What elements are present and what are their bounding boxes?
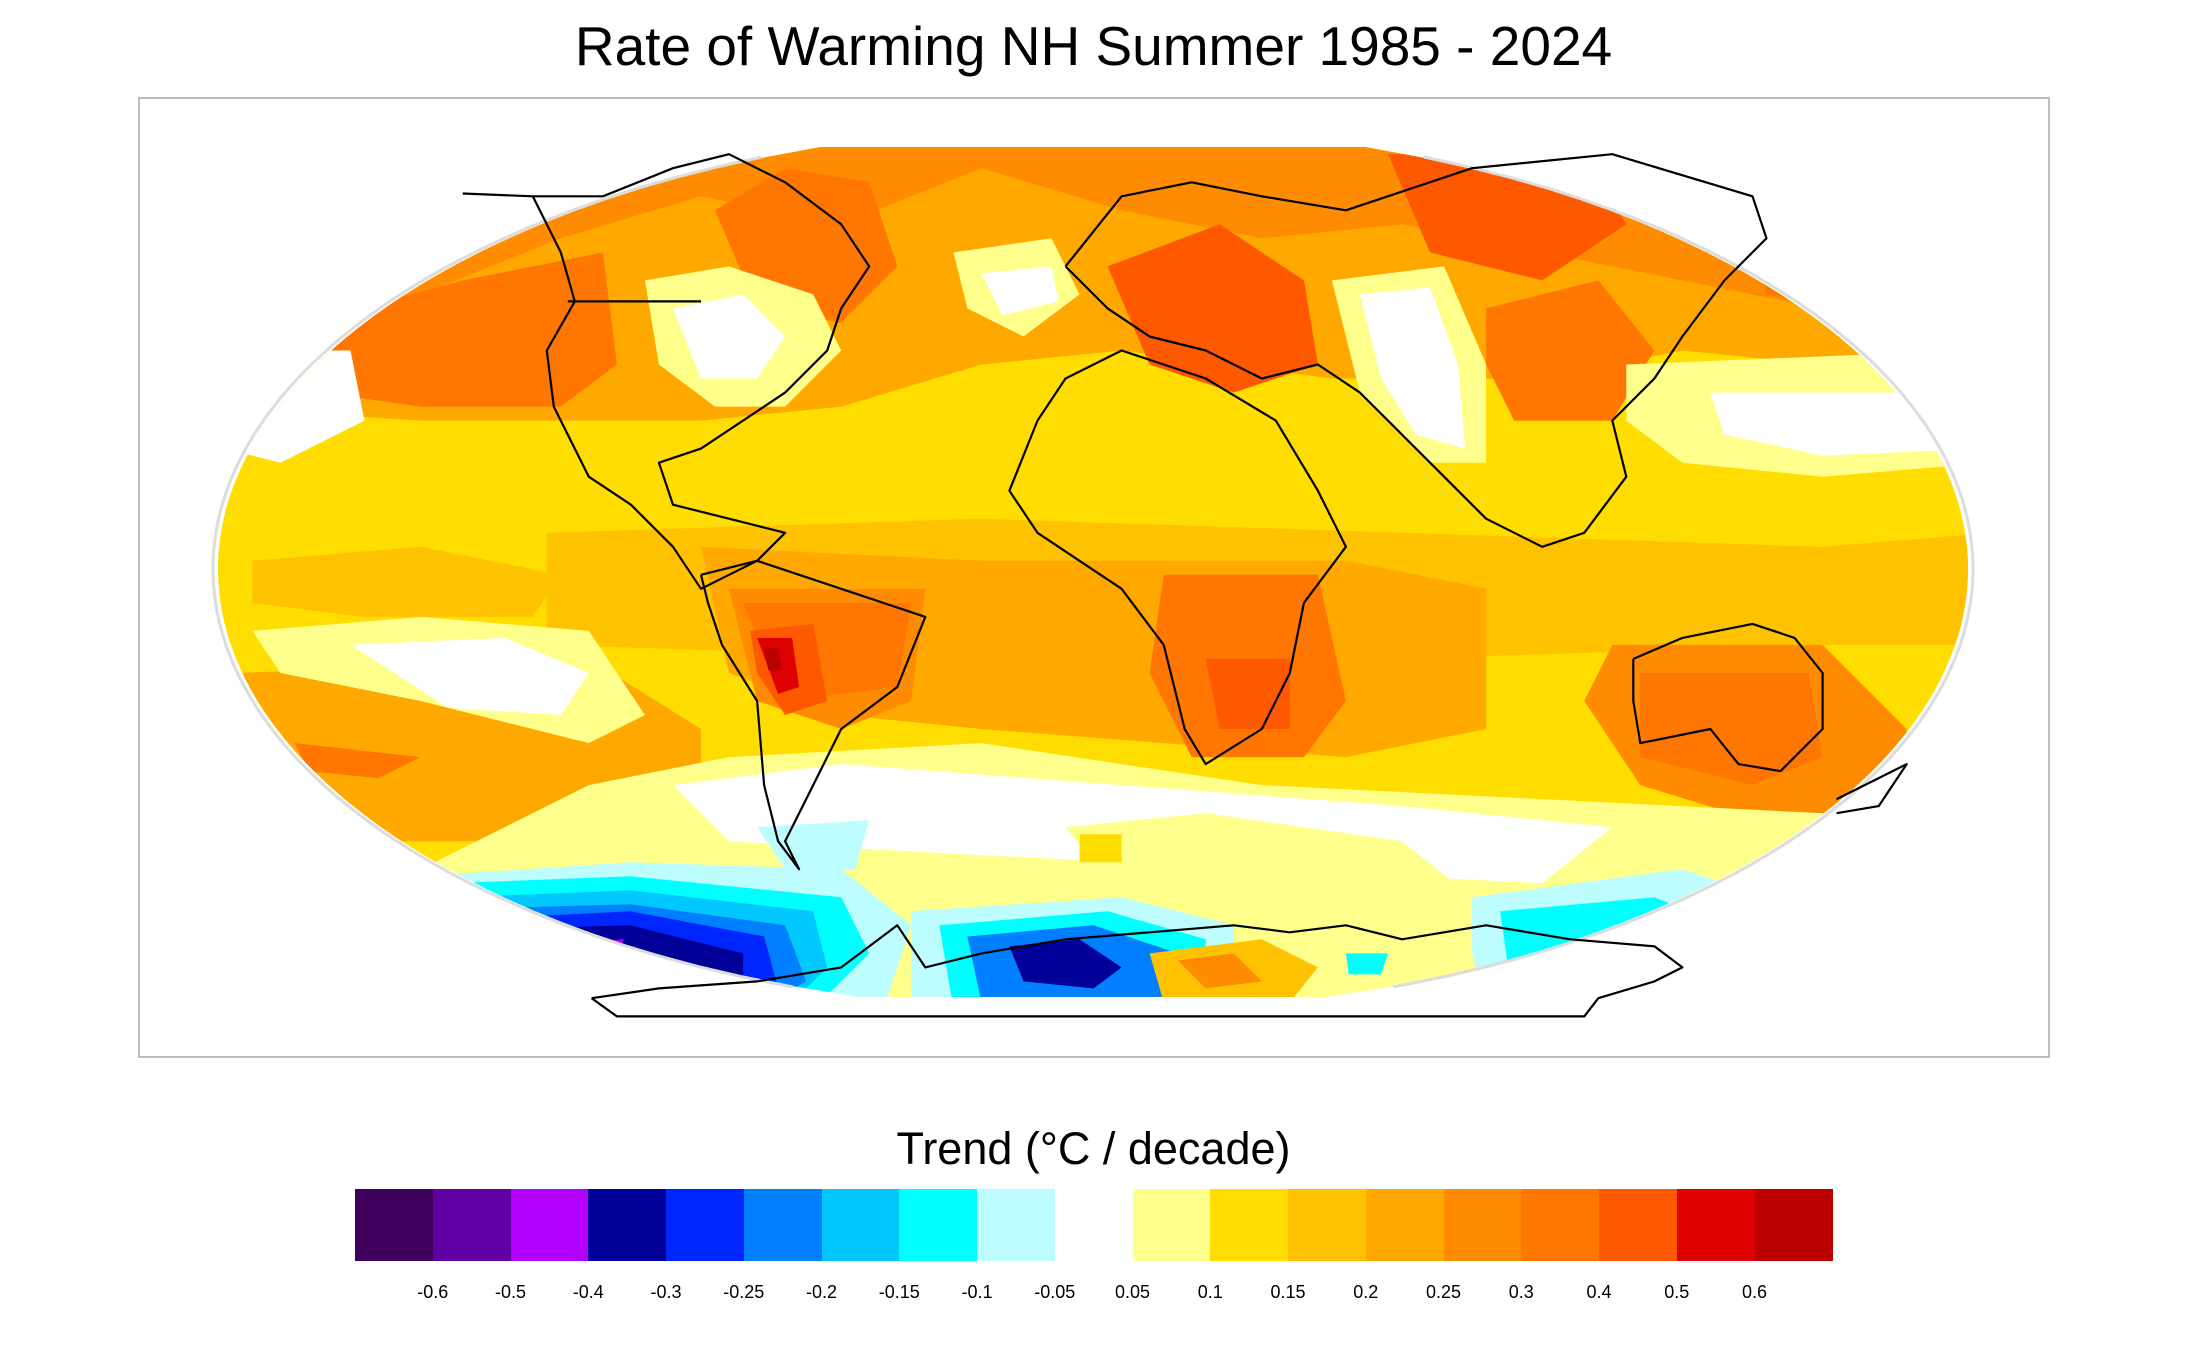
pacific-0.15 bbox=[252, 546, 561, 617]
colorbar-swatch bbox=[743, 1189, 823, 1261]
colorbar bbox=[355, 1189, 1833, 1261]
map-frame bbox=[138, 97, 2050, 1058]
colorbar-tick-label: -0.3 bbox=[650, 1282, 682, 1302]
colorbar-tick-label: -0.15 bbox=[878, 1282, 920, 1302]
north-america-coast bbox=[462, 153, 871, 590]
ross-0.3 bbox=[1009, 939, 1122, 989]
colorbar-swatch bbox=[1210, 1189, 1289, 1261]
colorbar-swatch bbox=[432, 1189, 512, 1261]
colorbar-swatch bbox=[355, 1189, 434, 1261]
drake-0.05 bbox=[757, 820, 870, 870]
colorbar-tick-label: -0.25 bbox=[723, 1282, 765, 1302]
colorbar-swatch bbox=[1754, 1189, 1833, 1261]
colorbar-swatch bbox=[666, 1189, 745, 1261]
colorbar-tick-label: -0.05 bbox=[1034, 1282, 1076, 1302]
colorbar-tick-label: 0.6 bbox=[1741, 1282, 1768, 1302]
eastern-us-0 bbox=[673, 294, 786, 379]
australia-coast bbox=[1632, 622, 1824, 773]
china-0.3 bbox=[1486, 280, 1655, 421]
trend-field bbox=[218, 147, 1968, 997]
colorbar-swatch bbox=[1676, 1189, 1756, 1261]
colorbar-tick-label: -0.5 bbox=[494, 1282, 527, 1302]
colorbar-tick-label: 0.25 bbox=[1425, 1282, 1462, 1302]
legend-title: Trend (°C / decade) bbox=[896, 1123, 1291, 1174]
colorbar-swatch bbox=[1365, 1189, 1445, 1261]
chart-title: Rate of Warming NH Summer 1985 - 2024 bbox=[574, 15, 1613, 77]
south-pacific-0 bbox=[350, 637, 589, 715]
colorbar-tick-label: 0.1 bbox=[1197, 1282, 1223, 1302]
north-pacific-0.3 bbox=[308, 252, 617, 407]
antarctica-coast bbox=[590, 924, 1684, 1018]
s-atlantic-0.1 bbox=[1079, 834, 1122, 863]
colorbar-tick-label: 0.05 bbox=[1114, 1282, 1151, 1302]
small-0.1 bbox=[1345, 953, 1388, 975]
europe-0.4 bbox=[1107, 224, 1318, 393]
south-america-coast bbox=[699, 559, 927, 871]
colorbar-swatch bbox=[588, 1189, 667, 1261]
s-atlantic-0.05b bbox=[1065, 813, 1473, 912]
africa-coast bbox=[1008, 349, 1347, 766]
colorbar-swatch bbox=[1288, 1189, 1367, 1261]
colorbar-tick-label: 0.4 bbox=[1586, 1282, 1612, 1302]
colorbar-tick-label: -0.4 bbox=[572, 1282, 604, 1302]
colorbar-tick-label: -0.6 bbox=[417, 1282, 449, 1302]
colorbar-swatch bbox=[1521, 1189, 1600, 1261]
colorbar-tick-label: 0.2 bbox=[1353, 1282, 1379, 1302]
colorbar-swatch bbox=[1443, 1189, 1522, 1261]
globe-outline bbox=[211, 155, 1975, 989]
andes-0.6 bbox=[764, 647, 783, 671]
central-asia-0 bbox=[1359, 287, 1466, 449]
colorbar-tick-label: 0.5 bbox=[1664, 1282, 1690, 1302]
colorbar-swatch bbox=[899, 1189, 978, 1261]
colorbar-swatch bbox=[510, 1189, 589, 1261]
southern-africa-0.4 bbox=[1205, 658, 1290, 729]
colorbar-swatch bbox=[1599, 1189, 1678, 1261]
north-atlantic-0 bbox=[981, 266, 1059, 316]
colorbar-swatch bbox=[1054, 1189, 1134, 1261]
colorbar-swatch bbox=[821, 1189, 900, 1261]
south-pacific-0.3 bbox=[294, 743, 421, 779]
e-antarctic-0.25 bbox=[1654, 939, 1739, 997]
australia-0.3 bbox=[1640, 673, 1823, 786]
colorbar-swatch bbox=[977, 1189, 1056, 1261]
eurasia-coast bbox=[1064, 153, 1768, 548]
coastlines bbox=[462, 153, 1908, 1018]
new-zealand-coast bbox=[1836, 763, 1908, 815]
colorbar-tick-label: 0.15 bbox=[1270, 1282, 1306, 1302]
weddell-0.25 bbox=[1177, 953, 1262, 989]
colorbar-tick-label: -0.1 bbox=[961, 1282, 993, 1302]
colorbar-tick-label: -0.2 bbox=[805, 1282, 838, 1302]
colorbar-tick-label: 0.3 bbox=[1508, 1282, 1534, 1302]
colorbar-swatch bbox=[1132, 1189, 1211, 1261]
